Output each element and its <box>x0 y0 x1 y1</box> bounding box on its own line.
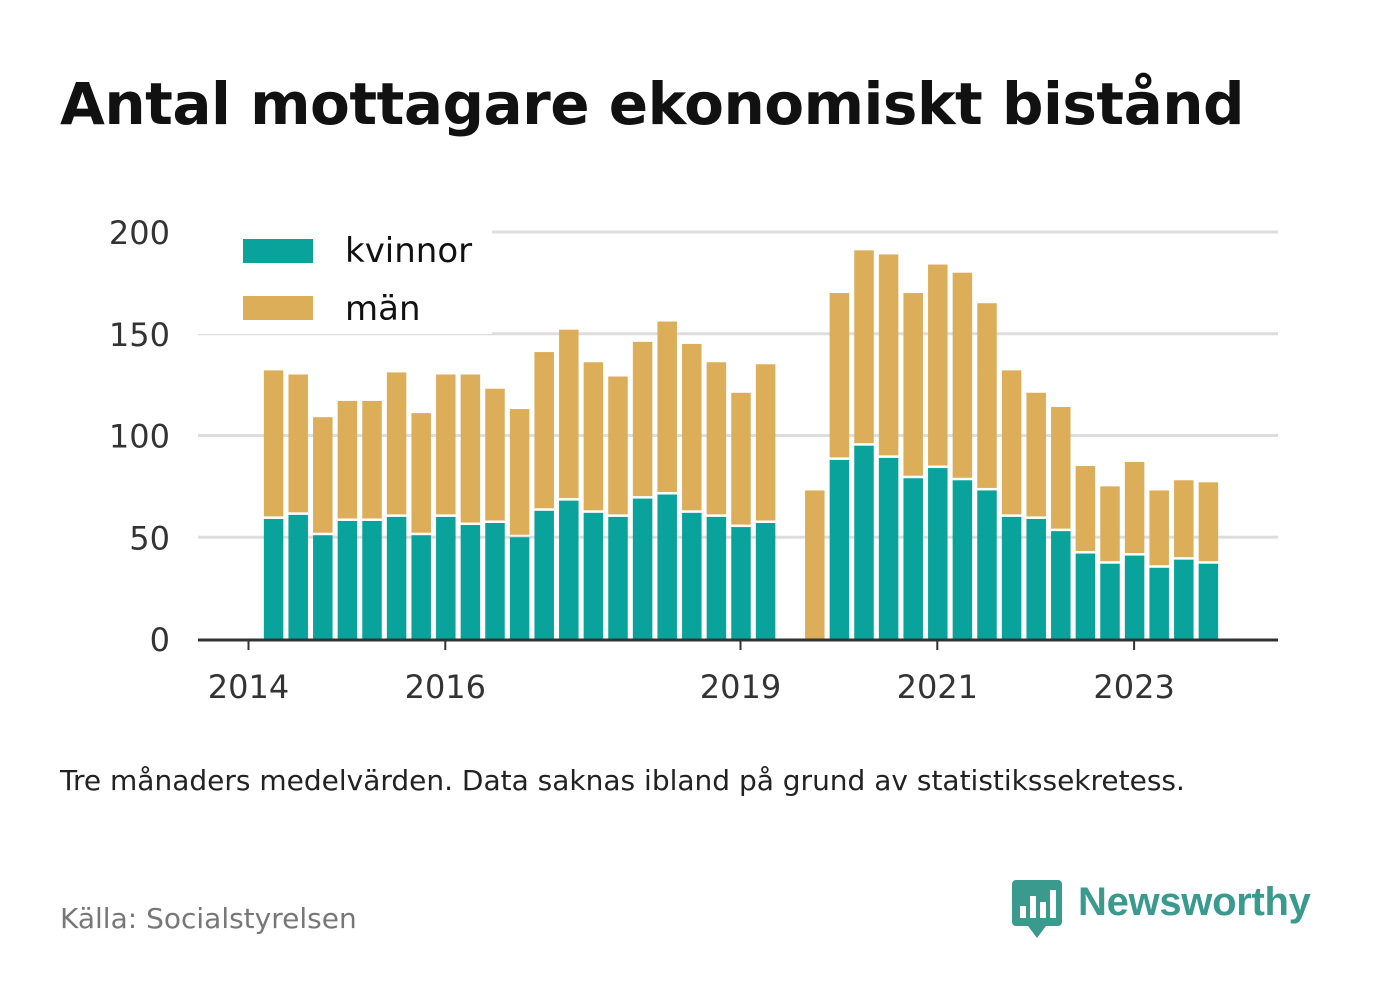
y-tick-label: 50 <box>129 519 170 557</box>
bar-man <box>1051 407 1071 529</box>
bar-man <box>485 388 505 521</box>
bar-kvinnor <box>1198 563 1219 639</box>
bar-kvinnor <box>436 516 456 639</box>
bar-kvinnor <box>362 520 382 639</box>
bar-man <box>682 343 702 511</box>
bar-man <box>337 400 358 519</box>
bar-kvinnor <box>534 510 554 639</box>
bar-man <box>632 341 653 497</box>
bar-man <box>952 272 973 478</box>
chart-title: Antal mottagare ekonomiskt bistånd <box>60 70 1245 138</box>
bar-kvinnor <box>731 527 751 639</box>
bar-kvinnor <box>977 490 997 639</box>
bar-man <box>313 417 333 533</box>
bar-kvinnor <box>608 516 628 639</box>
bar-kvinnor <box>1124 555 1145 639</box>
legend: kvinnor män <box>196 228 492 334</box>
bar-kvinnor <box>337 520 358 639</box>
bar-man <box>583 362 604 511</box>
bar-kvinnor <box>509 537 530 639</box>
stacked-bar-chart: 0 50 100 150 200 2014 2016 2019 2021 2023 kvinnor… <box>109 214 1278 706</box>
bar-kvinnor <box>485 523 505 639</box>
bar-kvinnor <box>1075 553 1096 639</box>
bar-kvinnor <box>386 516 407 639</box>
bar-kvinnor <box>583 512 604 639</box>
bar-kvinnor <box>263 518 284 639</box>
bar-man <box>1198 482 1219 562</box>
bar-man <box>755 364 776 521</box>
bar-man <box>362 400 382 519</box>
x-tick-label: 2023 <box>1093 668 1174 706</box>
legend-label-man: män <box>345 289 421 329</box>
bar-kvinnor <box>706 516 727 639</box>
bar-man <box>436 374 456 515</box>
legend-swatch-kvinnor <box>243 239 313 263</box>
bar-kvinnor <box>878 457 899 639</box>
x-tick-label: 2019 <box>700 668 781 706</box>
bar-kvinnor <box>928 468 948 639</box>
bar-man <box>657 321 677 493</box>
bar-kvinnor <box>288 514 308 639</box>
bar-man <box>731 392 751 525</box>
bar-man <box>1001 370 1022 515</box>
bar-kvinnor <box>1174 559 1194 639</box>
bar-man <box>608 376 628 515</box>
bar-kvinnor <box>854 445 874 639</box>
bar-man <box>263 370 284 517</box>
bar-kvinnor <box>657 494 677 639</box>
bar-kvinnor <box>1149 567 1169 639</box>
bar-man <box>534 352 554 509</box>
bar-kvinnor <box>411 535 431 639</box>
legend-swatch-man <box>243 296 313 320</box>
bar-man <box>977 303 997 488</box>
bar-kvinnor <box>1051 531 1071 639</box>
bar-man <box>559 329 579 499</box>
legend-label-kvinnor: kvinnor <box>345 231 472 271</box>
bar-man <box>509 409 530 535</box>
newsworthy-logo[interactable]: Newsworthy <box>1012 878 1311 940</box>
bar-man <box>1026 392 1046 517</box>
bar-kvinnor <box>1001 516 1022 639</box>
bar-man <box>288 374 308 513</box>
bar-man <box>903 293 923 476</box>
x-tick-label: 2021 <box>897 668 978 706</box>
chart-note: Tre månaders medelvärden. Data saknas ib… <box>60 764 1185 797</box>
brand-name: Newsworthy <box>1078 880 1311 924</box>
bars <box>263 250 1219 639</box>
bar-man <box>1100 486 1120 562</box>
bar-kvinnor <box>559 500 579 639</box>
bar-man <box>1174 480 1194 558</box>
bar-kvinnor <box>460 525 481 639</box>
bar-man <box>460 374 481 523</box>
bar-chart-speech-bubble-icon <box>1012 880 1062 938</box>
bar-man <box>386 372 407 515</box>
y-tick-label: 200 <box>109 214 170 252</box>
bar-kvinnor <box>952 480 973 639</box>
bar-man <box>1075 466 1096 552</box>
bar-kvinnor <box>1100 563 1120 639</box>
x-tick-label: 2016 <box>405 668 486 706</box>
bar-man <box>805 490 825 639</box>
bar-man <box>706 362 727 515</box>
bar-man <box>928 264 948 466</box>
bar-kvinnor <box>829 459 850 639</box>
axes: 0 50 100 150 200 2014 2016 2019 2021 2023 <box>109 214 1278 706</box>
y-tick-label: 0 <box>150 621 170 659</box>
bar-man <box>878 254 899 456</box>
bar-kvinnor <box>682 512 702 639</box>
bar-kvinnor <box>632 498 653 639</box>
bar-man <box>1124 461 1145 554</box>
bar-man <box>411 413 431 533</box>
bar-kvinnor <box>903 478 923 639</box>
y-tick-label: 150 <box>109 316 170 354</box>
bar-kvinnor <box>755 523 776 639</box>
bar-man <box>829 293 850 458</box>
source-label: Källa: Socialstyrelsen <box>60 902 357 935</box>
bar-man <box>1149 490 1169 566</box>
bar-man <box>854 250 874 444</box>
x-tick-label: 2014 <box>208 668 289 706</box>
bar-kvinnor <box>313 535 333 639</box>
bar-kvinnor <box>1026 518 1046 639</box>
y-tick-label: 100 <box>109 418 170 456</box>
